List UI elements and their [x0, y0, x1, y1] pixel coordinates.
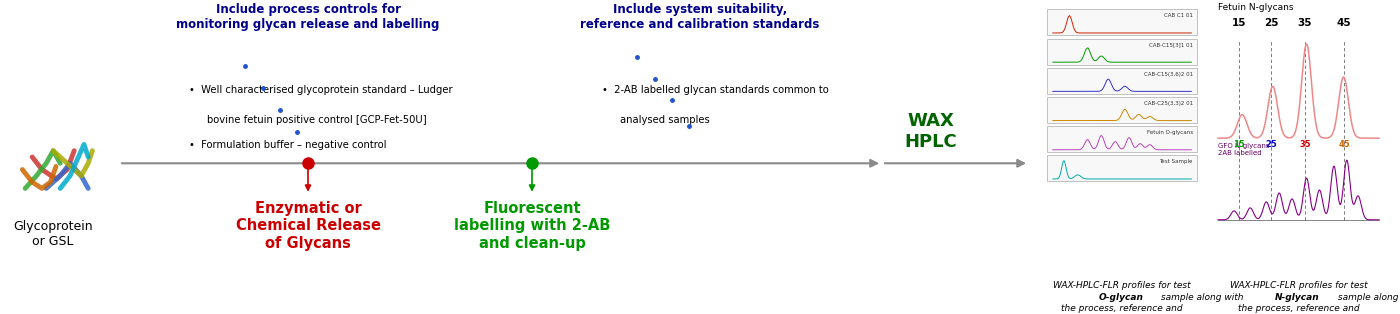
Text: WAX
HPLC: WAX HPLC [904, 112, 958, 151]
Text: CAB C1 01: CAB C1 01 [1163, 13, 1193, 18]
Text: 25: 25 [1266, 140, 1277, 149]
Text: WAX-HPLC-FLR profiles for test: WAX-HPLC-FLR profiles for test [1229, 281, 1368, 290]
Text: Fluorescent
labelling with 2-AB
and clean-up: Fluorescent labelling with 2-AB and clea… [454, 201, 610, 251]
Text: Enzymatic or
Chemical Release
of Glycans: Enzymatic or Chemical Release of Glycans [235, 201, 381, 251]
Text: CAB-C15[3]1 01: CAB-C15[3]1 01 [1149, 42, 1193, 47]
Text: 45: 45 [1337, 18, 1351, 28]
Text: Include process controls for
monitoring glycan release and labelling: Include process controls for monitoring … [176, 3, 440, 31]
Text: O-glycan: O-glycan [1098, 293, 1144, 302]
Text: analysed samples: analysed samples [620, 115, 710, 125]
Text: GFO N-glycans
2AB labelled: GFO N-glycans 2AB labelled [1218, 143, 1270, 156]
Text: 25: 25 [1264, 18, 1278, 28]
Text: Fetuin O-glycans: Fetuin O-glycans [1147, 130, 1193, 135]
Text: N-glycan: N-glycan [1275, 293, 1319, 302]
Text: Fetuin N-glycans: Fetuin N-glycans [1218, 3, 1294, 12]
Text: CAB-C15(3,6)2 01: CAB-C15(3,6)2 01 [1144, 72, 1193, 77]
Text: Test Sample: Test Sample [1159, 159, 1193, 164]
Text: the process, reference and: the process, reference and [1238, 304, 1359, 313]
Text: Include system suitability,
reference and calibration standards: Include system suitability, reference an… [581, 3, 819, 31]
Text: the process, reference and: the process, reference and [1061, 304, 1183, 313]
Text: 35: 35 [1299, 140, 1310, 149]
Text: bovine fetuin positive control [GCP-Fet-50U]: bovine fetuin positive control [GCP-Fet-… [207, 115, 427, 125]
Text: Glycoprotein
or GSL: Glycoprotein or GSL [14, 220, 92, 248]
FancyBboxPatch shape [1047, 155, 1197, 181]
FancyBboxPatch shape [1047, 39, 1197, 65]
Text: •  Well characterised glycoprotein standard – Ludger: • Well characterised glycoprotein standa… [189, 85, 452, 95]
Text: 15: 15 [1232, 18, 1246, 28]
Text: CAB-C25(3,3)2 01: CAB-C25(3,3)2 01 [1144, 101, 1193, 106]
FancyBboxPatch shape [1047, 9, 1197, 35]
Text: WAX-HPLC-FLR profiles for test: WAX-HPLC-FLR profiles for test [1053, 281, 1191, 290]
FancyBboxPatch shape [1047, 97, 1197, 123]
FancyBboxPatch shape [1047, 126, 1197, 152]
Text: sample along with: sample along with [1159, 293, 1245, 302]
Text: 35: 35 [1298, 18, 1312, 28]
FancyBboxPatch shape [1047, 68, 1197, 94]
Text: 15: 15 [1233, 140, 1245, 149]
Text: 45: 45 [1338, 140, 1350, 149]
Text: •  2-AB labelled glycan standards common to: • 2-AB labelled glycan standards common … [602, 85, 829, 95]
Text: •  Formulation buffer – negative control: • Formulation buffer – negative control [189, 140, 386, 150]
Text: sample along with: sample along with [1336, 293, 1400, 302]
